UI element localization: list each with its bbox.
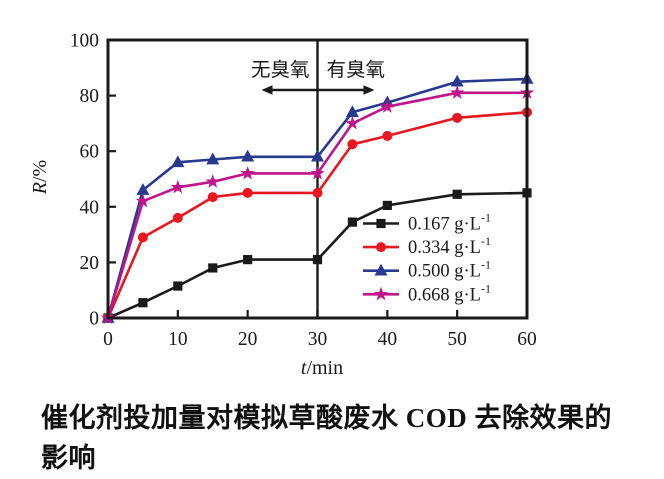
series-3-star-marker [170, 179, 185, 194]
y-tick-label: 60 [80, 142, 100, 163]
y-axis-title: R/% [29, 160, 51, 195]
left-arrow-head [261, 85, 273, 95]
series-3-star-marker [205, 174, 220, 188]
legend-label-2: 0.500 g·L-1 [408, 258, 491, 282]
right-arrow-head [363, 85, 375, 95]
series-2-triangle-marker [345, 105, 359, 118]
series-1-circle-marker [172, 212, 183, 223]
legend-label-1: 0.334 g·L-1 [408, 234, 491, 258]
y-tick-label: 20 [80, 253, 100, 274]
figure-caption: 催化剂投加量对模拟草酸废水 COD 去除效果的 影响 [41, 398, 656, 478]
series-2-triangle-marker [241, 149, 255, 162]
series-3-star-marker [135, 193, 151, 208]
x-tick-label: 40 [378, 329, 398, 350]
caption-line-1: 催化剂投加量对模拟草酸废水 COD 去除效果的 [41, 403, 612, 433]
y-tick-label: 0 [89, 309, 99, 330]
y-tick-label: 40 [80, 197, 100, 218]
series-2-triangle-marker [206, 152, 220, 165]
series-0-square-marker [312, 255, 323, 265]
series-0-square-marker [243, 255, 253, 265]
x-tick-label: 10 [168, 329, 188, 350]
series-1-circle-marker [452, 112, 463, 123]
series-3-star-marker [240, 165, 255, 180]
series-0-square-marker [382, 200, 392, 211]
chart-canvas: 无臭氧 有臭氧 0 10 20 30 40 50 60 0 20 40 60 80 100 t/min R/% 0… [29, 31, 537, 380]
series-line-3 [106, 91, 527, 319]
x-tick-label: 30 [308, 329, 328, 350]
y-tick-label: 100 [70, 31, 99, 52]
ozone-label: 有臭氧 [327, 59, 386, 81]
series-3-star-marker [380, 99, 395, 113]
legend-circle-marker [376, 242, 386, 253]
legend-square-marker [376, 218, 386, 229]
series-1-circle-marker [312, 187, 323, 198]
plot-frame [106, 38, 529, 320]
series-3-star-marker [450, 85, 465, 99]
x-axis-title: t/min [301, 357, 343, 379]
y-tick-label: 80 [80, 86, 100, 107]
series-1-circle-marker [137, 232, 148, 243]
series-0-square-marker [173, 281, 183, 291]
series-line-0 [107, 191, 528, 320]
no-ozone-label: 无臭氧 [251, 59, 310, 81]
legend-triangle-marker [374, 263, 388, 276]
caption-line-2: 影响 [41, 443, 96, 473]
series-1-circle-marker [347, 139, 358, 150]
series-2-triangle-marker [136, 183, 150, 195]
x-tick-label: 50 [447, 329, 467, 350]
series-3-star-marker [310, 165, 325, 180]
series-0-square-marker [138, 298, 148, 308]
series-0-square-marker [347, 217, 358, 227]
series-1-circle-marker [382, 130, 393, 141]
legend-star-marker [373, 286, 389, 301]
series-0-square-marker [208, 263, 218, 273]
x-tick-label: 20 [238, 329, 258, 350]
series-line-2 [106, 77, 528, 319]
x-tick-label: 0 [103, 329, 113, 350]
x-tick-label: 60 [517, 329, 537, 350]
series-0-square-marker [452, 189, 462, 199]
series-1-circle-marker [207, 192, 218, 203]
series-3-star-marker [345, 115, 360, 130]
series-2-triangle-marker [311, 149, 324, 162]
legend-label-0: 0.167 g·L-1 [408, 211, 491, 235]
series-line-1 [106, 111, 528, 319]
series-2-triangle-marker [450, 74, 464, 87]
series-1-circle-marker [242, 187, 253, 198]
series-2-triangle-marker [171, 155, 185, 168]
legend-label-3: 0.668 g·L-1 [408, 281, 491, 305]
